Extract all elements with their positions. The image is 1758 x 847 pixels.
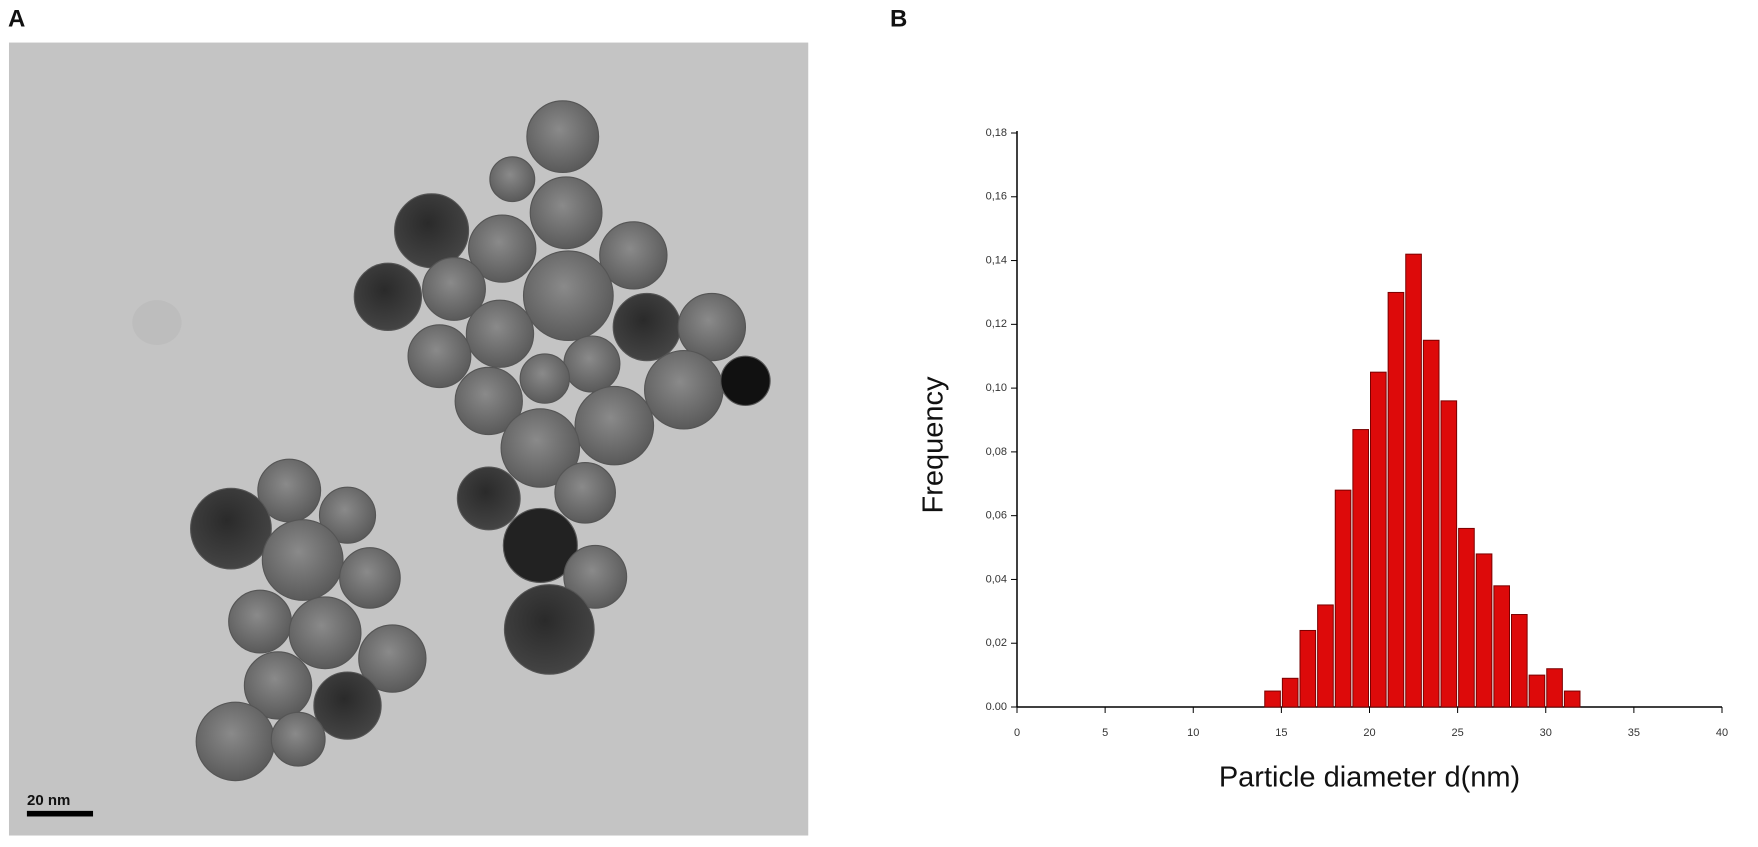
y-tick-label: 0,06 [986,510,1007,522]
y-tick-label: 0,10 [986,382,1007,394]
particles [190,100,771,782]
bar [1405,253,1422,708]
bar [1352,429,1369,708]
x-tick-label: 15 [1275,727,1287,739]
bar [1440,400,1458,708]
panel-label: B [890,5,907,32]
x-axis-title: Particle diameter d(nm) [1219,762,1520,794]
bar [1475,553,1493,708]
bar [1334,489,1352,708]
bar [1511,614,1528,708]
x-tick-label: 40 [1716,727,1728,739]
x-tick-label: 35 [1628,727,1640,739]
y-tick-label: 0,18 [986,127,1007,139]
bar [1264,690,1281,708]
x-tick-label: 0 [1014,727,1020,739]
y-axis-title: Frequency [918,376,950,514]
bar [1370,371,1387,708]
y-tick-label: 0,16 [986,191,1007,203]
x-tick-label: 20 [1363,727,1375,739]
x-tick-label: 30 [1540,727,1552,739]
panel-label: A [8,5,25,32]
bar [1563,690,1581,708]
y-tick-label: 0,08 [986,446,1007,458]
scale-bar-label: 20 nm [27,792,70,809]
y-tick-label: 0,02 [986,637,1007,649]
bar [1317,604,1334,708]
bar [1528,674,1546,708]
image-background [8,42,809,836]
scale-bar [26,810,94,817]
bar [1458,527,1475,708]
bar [1281,677,1299,708]
y-tick-label: 0,14 [986,254,1007,266]
panel-a: A 20 nm [8,5,809,836]
x-tick-label: 25 [1452,727,1464,739]
x-tick-label: 5 [1102,727,1108,739]
tem-image [8,42,809,836]
bar [1299,629,1317,708]
x-tick-label: 10 [1187,727,1199,739]
bar [1493,585,1510,708]
bar [1422,339,1440,708]
y-tick-label: 0,12 [986,318,1007,330]
y-tick-label: 0.00 [986,701,1007,713]
bar [1387,291,1405,708]
bar [1546,668,1563,708]
y-tick-label: 0,04 [986,573,1007,585]
histogram: 0.00 0,02 0,04 0,06 0,08 0,10 0,12 0,14 0,16 0,18… [918,127,1728,794]
